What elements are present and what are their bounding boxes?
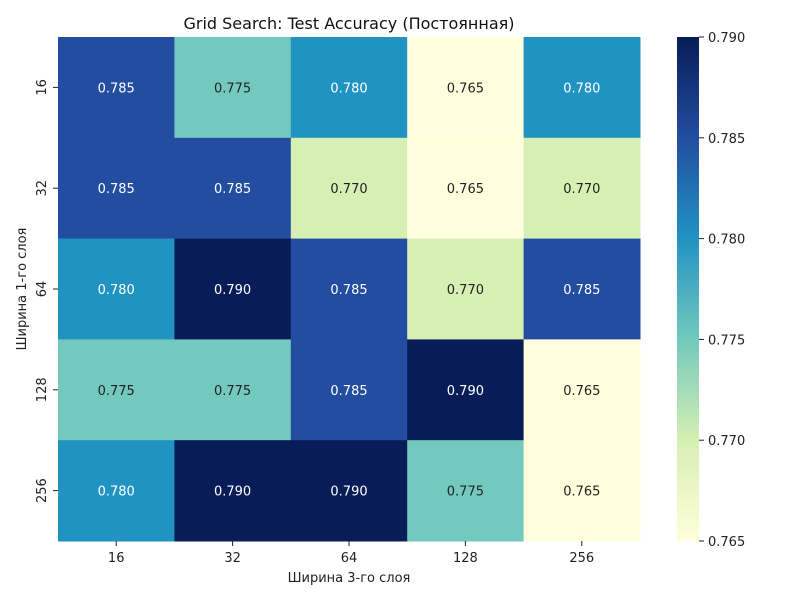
colorbar-tick-label: 0.775: [708, 333, 745, 348]
heatmap-cell: [407, 137, 525, 240]
chart-title: Grid Search: Test Accuracy (Постоянная): [183, 14, 514, 33]
heatmap-cell: [523, 37, 641, 139]
cell-value-label: 0.785: [330, 283, 367, 298]
heatmap-cell: [290, 339, 408, 441]
cell-value-label: 0.775: [214, 81, 251, 96]
cell-value-label: 0.780: [98, 283, 135, 298]
heatmap-cell: [523, 339, 641, 441]
heatmap-cell: [58, 440, 175, 542]
heatmap-cell: [290, 238, 408, 340]
heatmap-cells: 0.785 0.775 0.780 0.765 0.780 0.785 0.785 0.770…: [58, 37, 641, 542]
y-tick-label: 256: [35, 478, 50, 503]
heatmap-cell: [407, 37, 525, 139]
colorbar-tick-label: 0.765: [708, 535, 745, 550]
x-tick-label: 32: [224, 551, 241, 566]
heatmap-cell: [58, 37, 175, 139]
cell-value-label: 0.785: [214, 182, 251, 197]
heatmap-cell: [290, 440, 408, 542]
cell-value-label: 0.770: [447, 283, 484, 298]
cell-value-label: 0.780: [330, 81, 367, 96]
heatmap-cell: [290, 137, 408, 240]
heatmap-cell: [407, 339, 525, 441]
heatmap-cell: [174, 238, 292, 340]
cell-value-label: 0.780: [98, 485, 135, 500]
heatmap-cell: [290, 37, 408, 139]
x-axis-title: Ширина 3-го слоя: [288, 571, 411, 586]
cell-value-label: 0.790: [214, 283, 251, 298]
cell-value-label: 0.770: [330, 182, 367, 197]
y-tick-label: 16: [35, 79, 50, 96]
cell-value-label: 0.790: [447, 384, 484, 399]
heatmap-cell: [523, 137, 641, 240]
y-tick-label: 32: [35, 180, 50, 197]
cell-value-label: 0.790: [330, 485, 367, 500]
x-tick-label: 128: [453, 551, 478, 566]
heatmap-cell: [174, 137, 292, 240]
colorbar-tick-label: 0.785: [708, 132, 745, 147]
cell-value-label: 0.775: [447, 485, 484, 500]
cell-value-label: 0.765: [563, 485, 600, 500]
heatmap-cell: [58, 137, 175, 240]
cell-value-label: 0.785: [330, 384, 367, 399]
colorbar-tick-label: 0.790: [708, 31, 745, 46]
x-axis-ticks: 16 32 64 128 256: [108, 541, 594, 566]
cell-value-label: 0.775: [214, 384, 251, 399]
y-axis-title: Ширина 1-го слоя: [15, 228, 30, 351]
y-axis-ticks: 16 32 64 128 256: [35, 79, 58, 503]
x-tick-label: 16: [108, 551, 125, 566]
cell-value-label: 0.785: [563, 283, 600, 298]
y-tick-label: 128: [35, 377, 50, 402]
cell-value-label: 0.765: [563, 384, 600, 399]
colorbar: [677, 37, 699, 541]
cell-value-label: 0.790: [214, 485, 251, 500]
cell-value-label: 0.765: [447, 81, 484, 96]
y-tick-label: 64: [35, 281, 50, 298]
cell-value-label: 0.775: [98, 384, 135, 399]
heatmap-cell: [174, 339, 292, 441]
heatmap-cell: [58, 238, 175, 340]
heatmap-cell: [523, 440, 641, 542]
cell-value-label: 0.785: [98, 182, 135, 197]
colorbar-tick-label: 0.770: [708, 434, 745, 449]
x-tick-label: 64: [341, 551, 358, 566]
cell-value-label: 0.765: [447, 182, 484, 197]
cell-value-label: 0.780: [563, 81, 600, 96]
heatmap-cell: [174, 37, 292, 139]
colorbar-ticks: 0.765 0.770 0.775 0.780 0.785 0.790: [699, 31, 745, 550]
heatmap-cell: [407, 440, 525, 542]
heatmap-cell: [174, 440, 292, 542]
heatmap-cell: [523, 238, 641, 340]
colorbar-tick-label: 0.780: [708, 233, 745, 248]
cell-value-label: 0.770: [563, 182, 600, 197]
heatmap-cell: [407, 238, 525, 340]
heatmap-cell: [58, 339, 175, 441]
x-tick-label: 256: [569, 551, 594, 566]
cell-value-label: 0.785: [98, 81, 135, 96]
